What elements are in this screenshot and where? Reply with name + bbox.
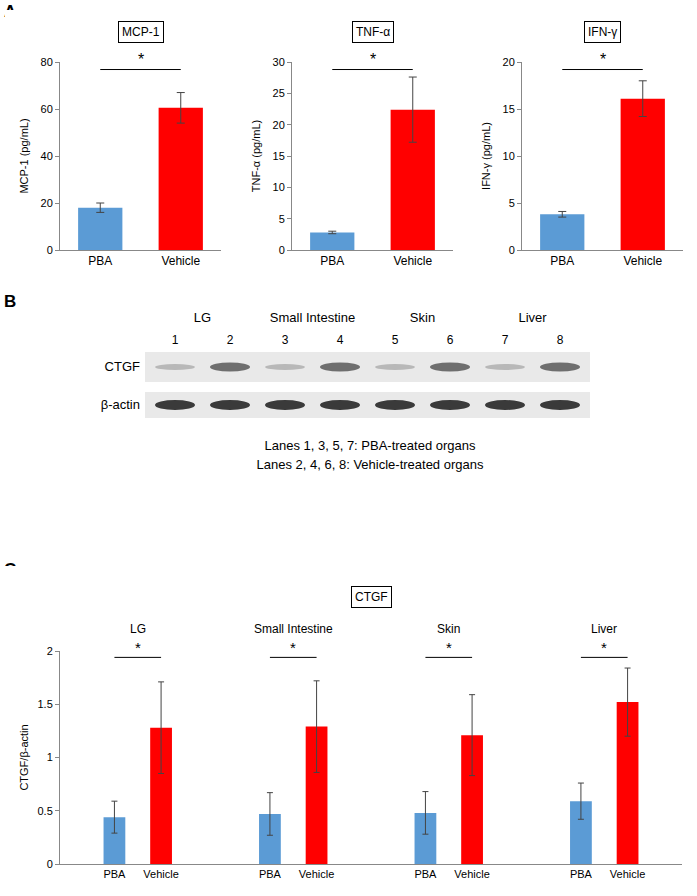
svg-text:5: 5 [392,333,399,347]
svg-text:β-actin: β-actin [101,397,140,412]
svg-text:Vehicle: Vehicle [161,254,200,268]
svg-text:2: 2 [47,645,53,657]
svg-text:Skin: Skin [437,622,460,636]
svg-text:Small Intestine: Small Intestine [254,622,333,636]
html-text:A: A [4,2,17,21]
svg-text:*: * [370,51,376,68]
svg-text:IFN-γ: IFN-γ [588,25,617,39]
svg-text:1: 1 [172,333,179,347]
svg-text:15: 15 [503,103,515,115]
svg-text:Liver: Liver [518,310,547,325]
svg-text:Vehicle: Vehicle [623,254,662,268]
svg-text:10: 10 [503,150,515,162]
svg-text:*: * [135,639,141,656]
svg-text:MCP-1: MCP-1 [122,25,160,39]
html-text:C: C [4,560,17,579]
svg-text:PBA: PBA [103,868,126,880]
svg-text:4: 4 [337,333,344,347]
svg-text:30: 30 [273,56,285,68]
svg-text:LG: LG [194,310,211,325]
svg-text:Vehicle: Vehicle [299,868,334,880]
svg-text:IFN-γ (pg/mL): IFN-γ (pg/mL) [480,122,492,190]
svg-text:*: * [138,51,144,68]
svg-text:6: 6 [447,333,454,347]
svg-text:Liver: Liver [591,622,617,636]
svg-text:40: 40 [41,150,53,162]
svg-text:LG: LG [130,622,146,636]
svg-text:8: 8 [557,333,564,347]
svg-text:3: 3 [282,333,289,347]
svg-text:PBA: PBA [259,868,282,880]
svg-text:TNF-α: TNF-α [356,25,390,39]
svg-text:MCP-1 (pg/mL): MCP-1 (pg/mL) [18,118,30,193]
svg-text:Lanes 2, 4, 6, 8: Vehicle-trea: Lanes 2, 4, 6, 8: Vehicle-treated organs [257,457,484,472]
svg-text:*: * [290,639,296,656]
svg-text:*: * [446,639,452,656]
svg-text:PBA: PBA [550,254,574,268]
svg-text:PBA: PBA [320,254,344,268]
svg-text:Small Intestine: Small Intestine [270,310,355,325]
svg-text:5: 5 [509,197,515,209]
svg-text:CTGF/β-actin: CTGF/β-actin [18,724,30,790]
svg-text:2: 2 [227,333,234,347]
svg-text:0: 0 [279,244,285,256]
svg-text:15: 15 [273,150,285,162]
svg-text:1: 1 [47,751,53,763]
svg-text:*: * [600,51,606,68]
svg-text:Lanes 1, 3, 5, 7: PBA-treated: Lanes 1, 3, 5, 7: PBA-treated organs [264,438,476,453]
svg-text:PBA: PBA [88,254,112,268]
svg-text:CTGF: CTGF [355,590,388,604]
html-text:B: B [4,292,17,311]
svg-text:Skin: Skin [410,310,435,325]
svg-text:PBA: PBA [414,868,437,880]
svg-text:20: 20 [41,197,53,209]
svg-text:7: 7 [502,333,509,347]
svg-text:60: 60 [41,103,53,115]
svg-text:TNF-α (pg/mL): TNF-α (pg/mL) [250,120,262,192]
svg-text:20: 20 [273,119,285,131]
svg-text:PBA: PBA [570,868,593,880]
svg-text:CTGF: CTGF [105,359,140,374]
svg-text:Vehicle: Vehicle [454,868,489,880]
svg-text:0: 0 [509,244,515,256]
svg-text:Vehicle: Vehicle [143,868,178,880]
svg-text:80: 80 [41,56,53,68]
svg-text:*: * [601,639,607,656]
svg-text:25: 25 [273,87,285,99]
svg-text:0.5: 0.5 [38,805,53,817]
svg-text:0: 0 [47,244,53,256]
svg-text:0: 0 [47,858,53,870]
svg-text:Vehicle: Vehicle [610,868,645,880]
svg-text:20: 20 [503,56,515,68]
svg-text:10: 10 [273,181,285,193]
svg-text:5: 5 [279,213,285,225]
svg-text:Vehicle: Vehicle [393,254,432,268]
svg-text:1.5: 1.5 [38,698,53,710]
